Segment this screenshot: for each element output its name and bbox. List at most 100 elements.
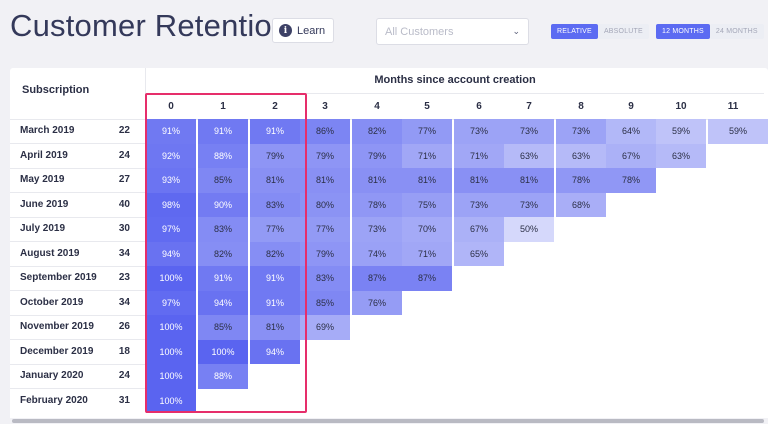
heatmap-cell: 50% — [504, 217, 554, 242]
heatmap-cell: 73% — [352, 217, 402, 242]
heatmap-cell: 82% — [250, 241, 300, 266]
row-count: 18 — [118, 345, 130, 357]
month-header-8: 8 — [578, 101, 584, 112]
heatmap-cell: 100% — [146, 364, 196, 389]
heatmap-cell: 63% — [504, 143, 554, 168]
row-count: 40 — [118, 198, 130, 210]
row-count: 22 — [118, 125, 130, 136]
heatmap-cell: 79% — [352, 143, 402, 168]
row-count: 27 — [118, 174, 130, 185]
heatmap-cell: 98% — [146, 192, 196, 217]
heatmap-cell: 59% — [708, 119, 768, 144]
heatmap-cell: 92% — [146, 143, 196, 168]
12-months-button[interactable]: 12 MONTHS — [656, 24, 710, 39]
heatmap-cell: 82% — [198, 241, 248, 266]
heatmap-cell: 77% — [300, 217, 350, 242]
column-divider — [145, 68, 146, 119]
month-header-2: 2 — [272, 101, 278, 112]
absolute-button[interactable]: ABSOLUTE — [597, 24, 649, 39]
heatmap-cell: 97% — [146, 217, 196, 242]
row-count: 34 — [118, 296, 130, 308]
month-header-0: 0 — [168, 101, 174, 112]
heatmap-cell: 85% — [198, 315, 248, 340]
heatmap-cell: 78% — [352, 192, 402, 217]
heatmap-cell: 81% — [504, 168, 554, 193]
heatmap-cell: 73% — [556, 119, 606, 144]
heatmap-cell: 75% — [402, 192, 452, 217]
heatmap-cell: 100% — [146, 266, 196, 291]
heatmap-cell: 91% — [250, 266, 300, 291]
heatmap-cell: 63% — [656, 143, 706, 168]
heatmap-cell: 86% — [300, 119, 350, 144]
row-divider — [10, 388, 146, 389]
heatmap-cell: 71% — [402, 241, 452, 266]
heatmap-cell: 64% — [606, 119, 656, 144]
row-label: February 2020 — [20, 394, 88, 406]
heatmap-cell: 78% — [606, 168, 656, 193]
heatmap-cell: 91% — [198, 119, 248, 144]
retention-table: Subscription Months since account creati… — [10, 68, 768, 424]
row-divider — [10, 290, 146, 291]
heatmap-cell: 82% — [352, 119, 402, 144]
month-header-6: 6 — [476, 101, 482, 112]
heatmap-cell: 83% — [250, 192, 300, 217]
learn-button[interactable]: i Learn — [272, 18, 335, 43]
heatmap-cell: 87% — [352, 266, 402, 291]
month-header-3: 3 — [322, 101, 328, 112]
heatmap-cell: 81% — [402, 168, 452, 193]
row-label: November 2019 — [20, 321, 94, 332]
heatmap-cell: 76% — [352, 290, 402, 315]
heatmap-cell: 73% — [504, 192, 554, 217]
heatmap-cell: 81% — [454, 168, 504, 193]
heatmap-cell: 73% — [454, 192, 504, 217]
row-count: 24 — [118, 370, 130, 381]
customer-filter-value: All Customers — [385, 25, 454, 38]
customer-filter-select[interactable]: All Customers ⌄ — [376, 18, 529, 45]
heatmap-cell: 81% — [300, 168, 350, 193]
heatmap-cell: 83% — [198, 217, 248, 242]
row-count: 31 — [118, 394, 130, 406]
page-title: Customer Retention — [10, 8, 290, 43]
row-label: May 2019 — [20, 174, 65, 185]
heatmap-cell: 79% — [250, 143, 300, 168]
heatmap-cell: 91% — [250, 290, 300, 315]
horizontal-scrollbar[interactable] — [10, 418, 768, 424]
row-label: January 2020 — [20, 370, 84, 381]
heatmap-cell: 67% — [606, 143, 656, 168]
heatmap-cell: 87% — [402, 266, 452, 291]
heatmap-cell: 74% — [352, 241, 402, 266]
heatmap-cell: 100% — [146, 339, 196, 364]
heatmap-cell: 100% — [146, 315, 196, 340]
learn-label: Learn — [297, 24, 326, 37]
heatmap-cell: 94% — [146, 241, 196, 266]
24-months-button[interactable]: 24 MONTHS — [709, 24, 764, 39]
heatmap-cell: 69% — [300, 315, 350, 340]
row-divider — [10, 265, 146, 267]
month-header-11: 11 — [727, 101, 739, 112]
heatmap-cell: 79% — [300, 241, 350, 266]
row-label: June 2019 — [20, 198, 69, 210]
row-divider — [10, 339, 146, 340]
row-count: 24 — [118, 149, 130, 161]
chevron-down-icon: ⌄ — [512, 26, 520, 36]
scrollbar-thumb[interactable] — [12, 419, 764, 423]
month-header-1: 1 — [220, 101, 226, 112]
heatmap-cell: 68% — [556, 192, 606, 217]
row-divider — [10, 363, 146, 365]
row-label: December 2019 — [20, 345, 94, 357]
heatmap-cell: 83% — [300, 266, 350, 291]
heatmap-cell: 73% — [504, 119, 554, 144]
heatmap-cell: 81% — [250, 168, 300, 193]
heatmap-cell: 67% — [454, 217, 504, 242]
heatmap-cell: 93% — [146, 168, 196, 193]
month-header-10: 10 — [675, 101, 687, 112]
row-label: April 2019 — [20, 149, 68, 161]
relative-button[interactable]: RELATIVE — [551, 24, 598, 39]
row-divider — [10, 216, 146, 218]
heatmap-cell: 85% — [198, 168, 248, 193]
heatmap-cell: 97% — [146, 290, 196, 315]
months-since-creation-header: Months since account creation — [374, 74, 536, 86]
month-header-4: 4 — [374, 101, 380, 112]
subscription-header: Subscription — [22, 84, 90, 96]
heatmap-cell: 63% — [556, 143, 606, 168]
